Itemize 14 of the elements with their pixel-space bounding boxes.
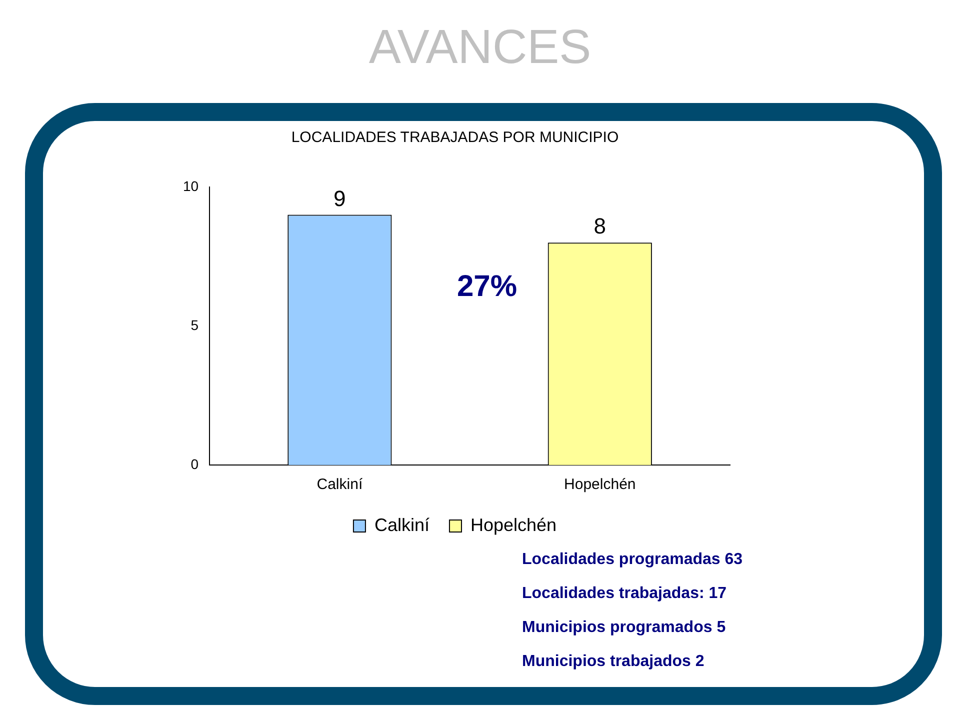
data-label: 8 bbox=[594, 214, 606, 239]
data-label: 9 bbox=[334, 186, 346, 211]
legend-label: Calkiní bbox=[374, 514, 430, 535]
text: Municipios programados 5 bbox=[522, 618, 727, 638]
text: Localidades trabajadas: 17 bbox=[522, 584, 728, 604]
legend-label: Hopelchén bbox=[470, 514, 557, 535]
annotation: 27% bbox=[457, 270, 518, 304]
y-tick-label: 10 bbox=[182, 178, 199, 194]
chart-title: AVANCES bbox=[368, 20, 592, 75]
y-tick-label: 0 bbox=[190, 456, 199, 472]
y-tick-label: 5 bbox=[190, 316, 199, 333]
text: Localidades programadas 63 bbox=[522, 550, 743, 570]
text: Municipios trabajados 2 bbox=[522, 652, 706, 672]
chart-subtitle: LOCALIDADES TRABAJADAS POR MUNICIPIO bbox=[291, 129, 619, 146]
